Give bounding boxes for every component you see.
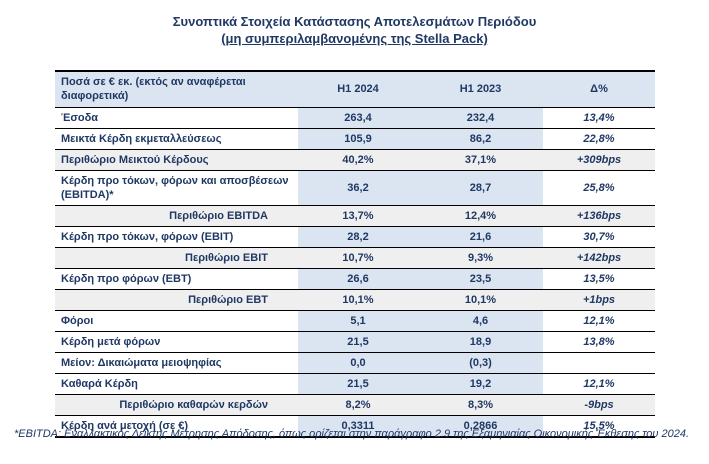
table-body: Έσοδα 263,4 232,4 13,4% Μεικτά Κέρδη εκμεταλ…	[55, 107, 655, 437]
value-h1-2023: 28,7	[418, 169, 543, 205]
table-row: Κέρδη ανά μετοχή (σε €) 0,3311 0,2866 15,5%	[55, 414, 655, 437]
row-label: Περιθώριο EBITDA	[55, 204, 298, 226]
value-h1-2023: 19,2	[418, 372, 543, 394]
report-title-line1: Συνοπτικά Στοιχεία Κατάστασης Αποτελεσμά…	[172, 14, 537, 29]
value-delta: 12,1%	[543, 372, 655, 394]
value-delta: 12,1%	[543, 309, 655, 331]
value-h1-2023: 9,3%	[418, 246, 543, 268]
report-page: Συνοπτικά Στοιχεία Κατάστασης Αποτελεσμά…	[0, 13, 709, 464]
report-title-line2: (μη συμπεριλαμβανομένης της Stella Pack)	[221, 31, 488, 46]
value-h1-2024: 28,2	[298, 225, 418, 247]
value-h1-2023: 37,1%	[418, 148, 543, 170]
table-row: Περιθώριο EBITDA 13,7% 12,4% +136bps	[55, 204, 655, 226]
value-delta: 30,7%	[543, 225, 655, 247]
row-label: Περιθώριο Μεικτού Κέρδους	[55, 148, 298, 170]
row-label: Περιθώριο EBIT	[55, 246, 298, 268]
value-h1-2024: 263,4	[298, 107, 418, 128]
value-delta: 22,8%	[543, 127, 655, 149]
value-h1-2023: 21,6	[418, 225, 543, 247]
value-h1-2023: 10,1%	[418, 288, 543, 310]
row-label: Κέρδη ανά μετοχή (σε €)	[55, 414, 298, 437]
value-delta: 13,8%	[543, 330, 655, 352]
header-delta-percent: Δ%	[543, 71, 655, 108]
value-delta: +1bps	[543, 288, 655, 310]
header-h1-2024: H1 2024	[298, 71, 418, 108]
value-h1-2023: 18,9	[418, 330, 543, 352]
income-statement-table: Ποσά σε € εκ. (εκτός αν αναφέρεται διαφο…	[55, 70, 655, 438]
value-delta: 13,4%	[583, 111, 615, 124]
value-delta	[543, 351, 655, 373]
row-label: Κέρδη προ τόκων, φόρων και αποσβέσεων (E…	[55, 169, 298, 205]
value-h1-2024: 21,5	[298, 372, 418, 394]
row-label: Κέρδη προ φόρων (EBT)	[55, 267, 298, 289]
table-row: Περιθώριο EBT 10,1% 10,1% +1bps	[55, 288, 655, 310]
table-row: Κέρδη προ τόκων, φόρων (EBIT) 28,2 21,6 30,…	[55, 225, 655, 247]
table-row: Φόροι 5,1 4,6 12,1%	[55, 309, 655, 331]
value-delta: 13,5%	[543, 267, 655, 289]
row-label: Φόροι	[55, 309, 298, 331]
header-amounts-note: Ποσά σε € εκ. (εκτός αν αναφέρεται διαφο…	[55, 71, 298, 108]
table-row: Κέρδη μετά φόρων 21,5 18,9 13,8%	[55, 330, 655, 352]
value-h1-2024: 36,2	[298, 169, 418, 205]
value-h1-2023: 4,6	[418, 309, 543, 331]
value-delta: +309bps	[543, 148, 655, 170]
value-h1-2023: 86,2	[418, 127, 543, 149]
row-label: Μεικτά Κέρδη εκμεταλλεύσεως	[55, 127, 298, 149]
value-delta: +136bps	[543, 204, 655, 226]
value-h1-2023: 12,4%	[418, 204, 543, 226]
row-label: Κέρδη προ τόκων, φόρων (EBIT)	[55, 225, 298, 247]
report-title: Συνοπτικά Στοιχεία Κατάστασης Αποτελεσμά…	[0, 13, 709, 47]
value-h1-2024: 5,1	[298, 309, 418, 331]
value-h1-2023: 232,4	[418, 107, 543, 128]
value-h1-2023: (0,3)	[418, 351, 543, 373]
value-h1-2024: 10,7%	[298, 246, 418, 268]
value-h1-2024: 40,2%	[298, 148, 418, 170]
row-label: Καθαρά Κέρδη	[55, 372, 298, 394]
value-delta: -9bps	[543, 393, 655, 415]
value-h1-2024: 10,1%	[298, 288, 418, 310]
value-h1-2024: 105,9	[298, 127, 418, 149]
table-row: Περιθώριο καθαρών κερδών 8,2% 8,3% -9bps	[55, 393, 655, 415]
row-label: Κέρδη μετά φόρων	[55, 330, 298, 352]
row-label: Περιθώριο EBT	[55, 288, 298, 310]
table-row: Κέρδη προ φόρων (EBT) 26,6 23,5 13,5%	[55, 267, 655, 289]
value-h1-2024: 26,6	[298, 267, 418, 289]
value-h1-2024: 0,3311	[298, 414, 418, 437]
table-row: Περιθώριο Μεικτού Κέρδους 40,2% 37,1% +309b…	[55, 148, 655, 170]
table-row: Έσοδα 263,4 232,4 13,4%	[55, 107, 655, 128]
row-label: Περιθώριο καθαρών κερδών	[55, 393, 298, 415]
row-label: Έσοδα	[61, 111, 99, 124]
row-label: Μείον: Δικαιώματα μειοψηφίας	[55, 351, 298, 373]
table-row: Καθαρά Κέρδη 21,5 19,2 12,1%	[55, 372, 655, 394]
table-row: Κέρδη προ τόκων, φόρων και αποσβέσεων (E…	[55, 169, 655, 205]
value-delta: +142bps	[543, 246, 655, 268]
table-header-row: Ποσά σε € εκ. (εκτός αν αναφέρεται διαφο…	[55, 71, 655, 108]
ebitda-footnote: *EBITDA: Εναλλακτικός Δείκτης Μέτρησης Α…	[14, 428, 690, 440]
value-h1-2024: 21,5	[298, 330, 418, 352]
table-row: Μείον: Δικαιώματα μειοψηφίας 0,0 (0,3)	[55, 351, 655, 373]
header-h1-2023: H1 2023	[418, 71, 543, 108]
value-h1-2024: 0,0	[298, 351, 418, 373]
table-row: Περιθώριο EBIT 10,7% 9,3% +142bps	[55, 246, 655, 268]
value-h1-2024: 8,2%	[298, 393, 418, 415]
value-delta: 15,5%	[543, 414, 655, 437]
value-h1-2023: 8,3%	[418, 393, 543, 415]
table-row: Μεικτά Κέρδη εκμεταλλεύσεως 105,9 86,2 22,8…	[55, 127, 655, 149]
value-h1-2023: 23,5	[418, 267, 543, 289]
value-h1-2023: 0,2866	[418, 414, 543, 437]
value-h1-2024: 13,7%	[298, 204, 418, 226]
value-delta: 25,8%	[543, 169, 655, 205]
